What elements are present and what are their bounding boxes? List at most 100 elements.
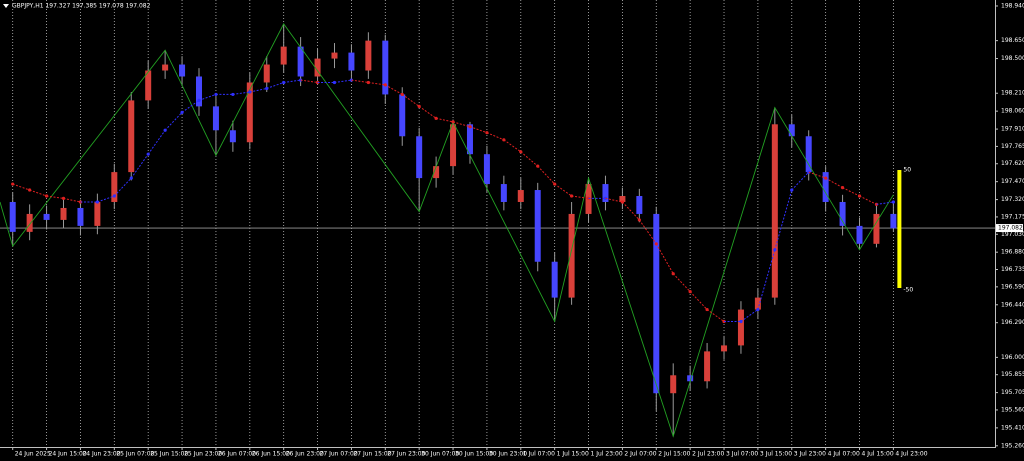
ma-segment (469, 126, 488, 134)
candle-body (331, 52, 338, 59)
candle-body (128, 100, 135, 173)
candle-body (890, 213, 897, 229)
x-tick-label: 1 Jul 23:00 (591, 451, 623, 458)
ma-segment (503, 139, 522, 153)
candle-body (94, 201, 101, 226)
y-tick-label: 197.320 (1001, 196, 1024, 203)
gauge-top-label: 50 (903, 167, 911, 174)
ma-segment (351, 79, 369, 83)
ma-segment (638, 219, 657, 245)
x-tick-label: 26 Jun 07:00 (218, 451, 256, 458)
candle-body (382, 40, 389, 95)
ma-segment (791, 171, 810, 191)
candle-body (839, 201, 846, 226)
ma-segment (334, 79, 352, 83)
x-tick-label: 3 Jul 23:00 (794, 451, 826, 458)
y-tick-label: 196.590 (1001, 283, 1024, 290)
ma-segment (249, 87, 267, 93)
ma-segment (130, 153, 149, 179)
candle-body (466, 124, 473, 155)
ma-segment (29, 189, 47, 197)
ma-segment (198, 93, 217, 101)
candle-body (433, 166, 440, 179)
x-tick-label: 3 Jul 07:00 (726, 451, 758, 458)
current-price-box (996, 224, 1023, 233)
ma-segment (605, 197, 623, 203)
ma-segment (622, 201, 640, 221)
ma-segment (537, 165, 556, 185)
y-tick-label: 196.735 (1001, 266, 1024, 273)
x-tick-label: 2 Jul 15:00 (658, 451, 690, 458)
candle-body (568, 213, 575, 298)
candle-body (721, 345, 728, 352)
candle-body (43, 213, 50, 220)
y-tick-label: 198.060 (1001, 108, 1024, 115)
candle-body (619, 196, 626, 202)
ma-segment (147, 129, 166, 155)
candle-body (9, 201, 16, 232)
candle-body (602, 184, 609, 202)
candle-body (314, 58, 321, 77)
candle-body (416, 136, 423, 179)
ma-segment (368, 81, 386, 86)
candle-body (653, 213, 660, 394)
ma-dot (214, 92, 218, 97)
x-tick-label: 27 Jun 15:00 (353, 451, 391, 458)
x-tick-label: 25 Jun 23:00 (184, 451, 222, 458)
x-tick-label: 30 Jun 15:00 (455, 451, 493, 458)
x-tick-label: 2 Jul 23:00 (692, 451, 724, 458)
x-tick-label: 26 Jun 23:00 (286, 451, 324, 458)
ma-segment (554, 183, 572, 197)
x-tick-label: 25 Jun 07:00 (116, 451, 154, 458)
candle-body (534, 190, 541, 262)
ma-segment (283, 79, 301, 83)
candle-body (551, 261, 558, 298)
candle-body (60, 207, 67, 220)
candle-body (145, 70, 152, 101)
candle-body (805, 136, 812, 173)
y-tick-label: 197.910 (1001, 126, 1024, 133)
ma-segment (97, 195, 115, 203)
candle-body (856, 225, 863, 244)
x-tick-label: 24 Jun 2025 (15, 451, 51, 458)
x-tick-label: 30 Jun 07:00 (421, 451, 459, 458)
x-tick-label: 4 Jul 07:00 (828, 451, 860, 458)
y-tick-label: 195.855 (1001, 371, 1024, 378)
candle-body (450, 124, 457, 167)
candle-body (483, 154, 490, 185)
candle-body (263, 64, 270, 83)
candle-body (399, 94, 406, 137)
ma-segment (689, 291, 708, 310)
x-tick-label: 3 Jul 15:00 (760, 451, 792, 458)
ma-dot (891, 200, 895, 204)
ma-segment (232, 91, 250, 95)
candle-body (26, 213, 33, 232)
candle-body (754, 297, 761, 310)
candle-body (246, 82, 253, 143)
candle-body (500, 184, 507, 202)
gauge-bar (897, 170, 902, 288)
ma-segment (859, 195, 877, 205)
ma-segment (842, 187, 860, 197)
y-tick-label: 198.210 (1001, 90, 1024, 97)
ma-segment (452, 121, 471, 128)
y-tick-label: 198.940 (1001, 2, 1024, 9)
ma-segment (46, 195, 64, 199)
x-tick-label: 25 Jun 15:00 (150, 451, 188, 458)
ma-segment (436, 117, 454, 123)
y-tick-label: 197.030 (1001, 231, 1024, 238)
y-tick-label: 197.470 (1001, 178, 1024, 185)
candle-body (517, 190, 524, 202)
candle-body (636, 196, 643, 214)
x-tick-label: 24 Jun 15:00 (49, 451, 87, 458)
chart-title: GBPJPY,H1 197.327 197.385 197.078 197.08… (12, 3, 151, 10)
x-tick-label: 27 Jun 07:00 (320, 451, 358, 458)
y-tick-label: 197.620 (1001, 160, 1024, 167)
x-tick-label: 4 Jul 23:00 (895, 451, 927, 458)
ma-segment (12, 183, 30, 191)
ma-segment (808, 171, 826, 179)
x-tick-label: 1 Jul 15:00 (557, 451, 589, 458)
candle-body (737, 309, 744, 346)
